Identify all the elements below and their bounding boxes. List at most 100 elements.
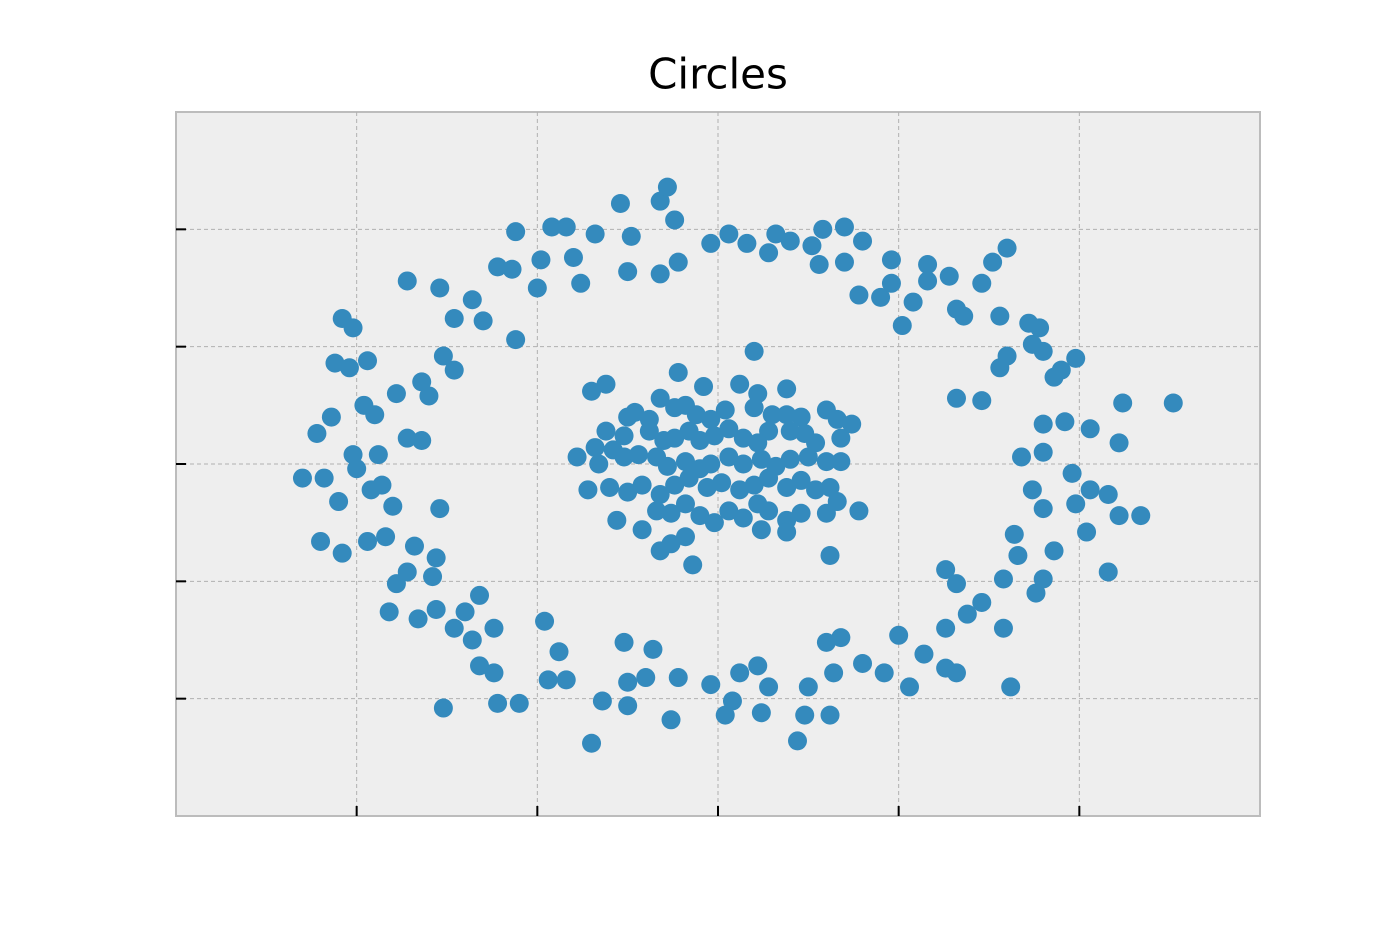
point	[993, 618, 1013, 638]
point	[744, 398, 764, 418]
point	[531, 250, 551, 270]
point	[820, 705, 840, 725]
point	[853, 653, 873, 673]
point	[621, 226, 641, 246]
point	[307, 423, 327, 443]
point	[849, 285, 869, 305]
chart-title: Circles	[648, 50, 788, 99]
point	[1008, 546, 1028, 566]
point	[675, 527, 695, 547]
point	[502, 259, 522, 279]
point	[444, 309, 464, 329]
point	[777, 522, 797, 542]
point	[368, 445, 388, 465]
point	[661, 503, 681, 523]
point	[462, 290, 482, 310]
point	[488, 257, 508, 277]
point	[780, 449, 800, 469]
point	[650, 485, 670, 505]
point	[759, 243, 779, 263]
point	[871, 287, 891, 307]
point	[1109, 433, 1129, 453]
point	[668, 668, 688, 688]
point	[426, 599, 446, 619]
point	[1030, 318, 1050, 338]
point	[704, 513, 724, 533]
point	[686, 405, 706, 425]
point	[831, 452, 851, 472]
point	[881, 273, 901, 293]
point	[473, 311, 493, 331]
point	[632, 475, 652, 495]
point	[444, 618, 464, 638]
point	[404, 536, 424, 556]
point	[1004, 524, 1024, 544]
point	[679, 421, 699, 441]
point	[538, 670, 558, 690]
point	[632, 520, 652, 540]
point	[607, 510, 627, 530]
point	[762, 405, 782, 425]
point	[470, 585, 490, 605]
point	[751, 520, 771, 540]
point	[834, 252, 854, 272]
point	[777, 379, 797, 399]
point	[759, 468, 779, 488]
point	[777, 477, 797, 497]
point	[730, 480, 750, 500]
point	[535, 611, 555, 631]
point	[831, 428, 851, 448]
point	[798, 677, 818, 697]
point	[748, 433, 768, 453]
point	[791, 470, 811, 490]
point	[484, 663, 504, 683]
point	[433, 346, 453, 366]
point	[701, 409, 721, 429]
point	[675, 494, 695, 514]
point	[918, 255, 938, 275]
point	[365, 405, 385, 425]
point	[972, 592, 992, 612]
point	[1163, 393, 1183, 413]
point	[972, 391, 992, 411]
point	[636, 668, 656, 688]
point	[589, 454, 609, 474]
point	[578, 480, 598, 500]
point	[816, 632, 836, 652]
point	[462, 630, 482, 650]
point	[1033, 442, 1053, 462]
point	[650, 264, 670, 284]
point	[665, 210, 685, 230]
point	[824, 663, 844, 683]
point	[661, 710, 681, 730]
point	[719, 447, 739, 467]
point	[733, 508, 753, 528]
point	[733, 454, 753, 474]
point	[433, 698, 453, 718]
point	[506, 222, 526, 242]
point	[430, 499, 450, 519]
point	[1022, 480, 1042, 500]
point	[1066, 494, 1086, 514]
point	[542, 217, 562, 237]
point	[744, 475, 764, 495]
point	[1077, 522, 1097, 542]
point	[527, 278, 547, 298]
point	[827, 409, 847, 429]
point	[1055, 412, 1075, 432]
point	[618, 262, 638, 282]
point	[766, 224, 786, 244]
point	[321, 407, 341, 427]
point	[704, 426, 724, 446]
point	[563, 247, 583, 267]
point	[668, 362, 688, 382]
point	[343, 445, 363, 465]
point	[339, 358, 359, 378]
point	[661, 534, 681, 554]
point	[993, 569, 1013, 589]
point	[780, 421, 800, 441]
point	[311, 531, 331, 551]
point	[831, 628, 851, 648]
point	[1033, 569, 1053, 589]
